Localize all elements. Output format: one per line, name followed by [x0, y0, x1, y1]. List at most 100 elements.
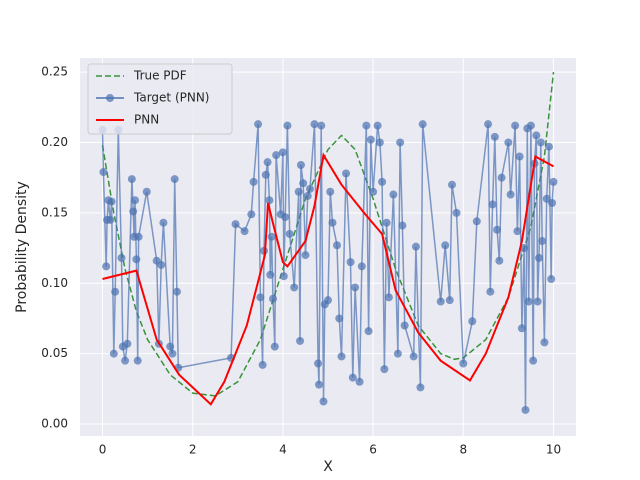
data-point	[106, 215, 115, 224]
data-point	[314, 359, 323, 368]
data-point	[400, 321, 409, 330]
data-point	[99, 168, 108, 177]
data-point	[240, 227, 249, 236]
data-point	[521, 405, 530, 414]
data-point	[131, 196, 140, 205]
data-point	[261, 170, 270, 179]
data-point	[249, 177, 258, 186]
data-point	[172, 287, 181, 296]
data-point	[533, 297, 542, 306]
data-point	[448, 180, 456, 189]
x-tick-label: 8	[459, 443, 467, 457]
data-point	[542, 194, 551, 203]
data-point	[129, 207, 138, 216]
data-point	[324, 296, 332, 305]
series-line	[101, 124, 555, 411]
data-point	[337, 352, 346, 361]
data-point	[267, 232, 276, 241]
data-point	[535, 253, 544, 262]
data-point	[511, 121, 520, 130]
data-point	[281, 213, 290, 222]
data-point	[133, 356, 142, 365]
data-point	[231, 220, 240, 229]
data-point	[294, 187, 303, 196]
data-point	[472, 217, 481, 226]
data-point	[346, 258, 355, 267]
series-line	[102, 152, 554, 406]
data-point	[254, 120, 263, 129]
data-point	[285, 229, 294, 238]
data-point	[441, 241, 450, 250]
data-point	[484, 120, 493, 129]
data-point	[348, 373, 357, 382]
y-tick-label: 0.10	[41, 276, 68, 290]
data-point	[102, 262, 111, 271]
data-point	[513, 227, 522, 236]
data-point	[445, 296, 454, 305]
data-point	[256, 293, 265, 302]
data-point	[549, 177, 558, 186]
data-point	[362, 121, 371, 130]
x-tick-label: 4	[279, 443, 287, 457]
y-tick-label: 0.20	[41, 135, 68, 149]
data-point	[493, 225, 502, 234]
series-line	[101, 72, 555, 397]
data-point	[497, 173, 506, 182]
data-point	[398, 221, 407, 230]
data-point	[121, 356, 130, 365]
data-point	[364, 327, 373, 336]
data-point	[265, 196, 274, 205]
data-point	[109, 349, 118, 358]
data-point	[452, 208, 461, 217]
data-point	[389, 190, 398, 199]
legend-box	[87, 63, 233, 135]
data-point	[303, 191, 312, 200]
data-point	[366, 135, 375, 144]
data-point	[355, 377, 364, 386]
data-point	[247, 210, 256, 219]
y-tick-label: 0.05	[41, 346, 68, 360]
data-point	[517, 324, 526, 333]
data-point	[268, 294, 277, 303]
legend-marker	[106, 94, 114, 102]
data-point	[357, 262, 366, 271]
data-point	[263, 158, 272, 167]
data-point	[411, 242, 420, 251]
data-point	[266, 270, 275, 279]
data-point	[279, 272, 288, 281]
data-point	[488, 200, 497, 209]
data-point	[111, 287, 120, 296]
data-point	[159, 218, 168, 227]
data-point	[384, 293, 393, 302]
data-point	[393, 349, 402, 358]
data-point	[134, 232, 143, 241]
data-point	[319, 397, 328, 406]
data-point	[142, 187, 151, 196]
data-point	[486, 287, 495, 296]
data-point	[317, 121, 326, 130]
x-tick-label: 6	[369, 443, 377, 457]
data-point	[547, 275, 556, 284]
data-point	[524, 297, 533, 306]
data-point	[382, 218, 391, 227]
data-point	[373, 121, 382, 130]
x-axis-label: X	[323, 459, 333, 475]
data-point	[328, 218, 337, 227]
data-point	[532, 131, 541, 140]
legend-label: PNN	[134, 113, 159, 127]
data-point	[375, 138, 384, 147]
data-point	[132, 255, 141, 264]
data-point	[170, 175, 179, 184]
data-point	[301, 251, 310, 260]
data-point	[290, 283, 299, 292]
y-axis-label: Probability Density	[14, 181, 30, 313]
data-point	[283, 121, 292, 130]
data-point	[278, 148, 287, 157]
data-point	[326, 187, 335, 196]
data-point	[296, 336, 305, 345]
x-tick-label: 2	[189, 443, 197, 457]
data-point	[396, 138, 405, 147]
data-point	[351, 283, 360, 292]
data-point	[166, 342, 175, 351]
